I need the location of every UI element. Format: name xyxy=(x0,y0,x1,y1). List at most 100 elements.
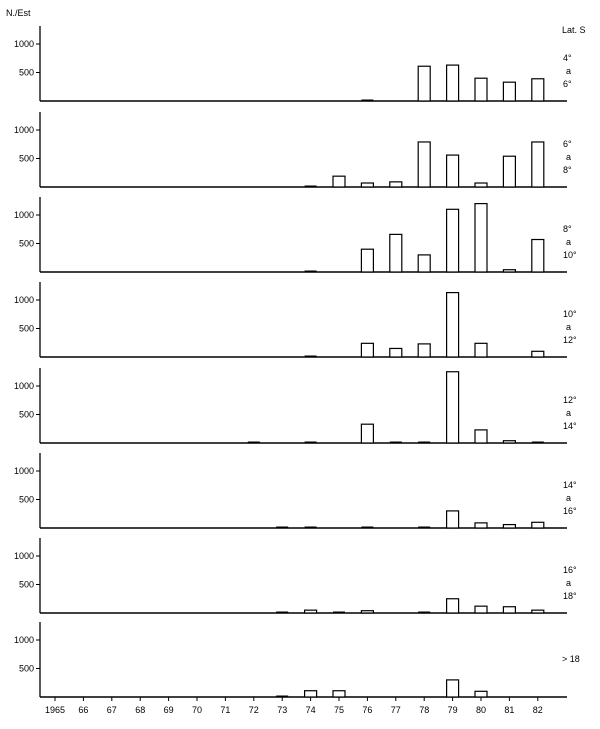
bar xyxy=(474,77,488,102)
bar xyxy=(417,343,431,358)
panel-label-connector: a xyxy=(566,408,571,418)
x-tick-label: 73 xyxy=(277,705,287,715)
bar xyxy=(446,598,460,614)
bar xyxy=(531,350,545,358)
x-tick-label: 77 xyxy=(391,705,401,715)
y-tick-label: 1000 xyxy=(14,635,34,645)
y-tick-label: 500 xyxy=(19,410,34,420)
bar xyxy=(360,342,374,358)
region-label: Lat. S xyxy=(562,25,586,35)
y-tick-label: 500 xyxy=(19,154,34,164)
panel-label-bottom: 14° xyxy=(563,421,577,431)
bar xyxy=(502,606,516,614)
x-tick-label: 79 xyxy=(448,705,458,715)
bar xyxy=(474,522,488,529)
x-tick-label: 75 xyxy=(334,705,344,715)
bar xyxy=(474,182,488,188)
bar xyxy=(389,347,403,358)
panel-label-bottom: 12° xyxy=(563,335,577,345)
bar-small xyxy=(389,441,402,443)
panel-label-connector: a xyxy=(566,493,571,503)
panel-label: > 18 xyxy=(562,654,580,664)
x-tick-label: 67 xyxy=(107,705,117,715)
bar xyxy=(531,78,545,102)
panel-label-top: 6° xyxy=(563,139,572,149)
y-tick-label: 500 xyxy=(19,324,34,334)
bar xyxy=(446,154,460,188)
x-tick-label: 76 xyxy=(362,705,372,715)
bar xyxy=(446,679,460,698)
bar-small xyxy=(418,526,431,528)
x-tick-label: 71 xyxy=(220,705,230,715)
bar xyxy=(304,690,318,698)
bar xyxy=(474,203,488,273)
bar xyxy=(474,342,488,358)
bar xyxy=(474,690,488,698)
y-tick-label: 1000 xyxy=(14,381,34,391)
x-tick-label: 72 xyxy=(249,705,259,715)
bar xyxy=(502,81,516,102)
panel-label-connector: a xyxy=(566,578,571,588)
y-tick-label: 1000 xyxy=(14,466,34,476)
bar-small xyxy=(304,441,317,443)
bar xyxy=(531,238,545,273)
bar xyxy=(417,254,431,273)
bar-small xyxy=(276,611,289,613)
bar xyxy=(417,65,431,102)
bar-small xyxy=(361,526,374,528)
x-tick-label: 78 xyxy=(419,705,429,715)
x-tick-label: 82 xyxy=(533,705,543,715)
y-axis-label: N./Est xyxy=(6,8,31,18)
y-tick-label: 1000 xyxy=(14,551,34,561)
panel-label-bottom: 8° xyxy=(563,165,572,175)
panel-label-top: 10° xyxy=(563,309,577,319)
bar xyxy=(360,610,374,614)
bar xyxy=(332,690,346,698)
panel-label-connector: a xyxy=(566,322,571,332)
bar xyxy=(446,371,460,444)
bar-small xyxy=(361,99,374,101)
bar xyxy=(502,155,516,188)
x-tick-label: 74 xyxy=(306,705,316,715)
bar xyxy=(360,182,374,188)
bar-small xyxy=(418,441,431,443)
y-tick-label: 500 xyxy=(19,664,34,674)
bar xyxy=(332,175,346,188)
y-tick-label: 1000 xyxy=(14,125,34,135)
panel-label-bottom: 10° xyxy=(563,250,577,260)
bar xyxy=(304,609,318,614)
x-tick-label: 66 xyxy=(78,705,88,715)
panel-label-bottom: 16° xyxy=(563,506,577,516)
y-tick-label: 1000 xyxy=(14,295,34,305)
bar xyxy=(360,423,374,444)
panel-label-connector: a xyxy=(566,237,571,247)
bar xyxy=(389,233,403,273)
x-tick-label: 81 xyxy=(504,705,514,715)
bar xyxy=(474,605,488,614)
panel-label-connector: a xyxy=(566,66,571,76)
bar xyxy=(446,64,460,102)
bar xyxy=(446,208,460,273)
panel-label-top: 14° xyxy=(563,480,577,490)
bar xyxy=(360,248,374,273)
bar-small xyxy=(276,695,289,697)
bar xyxy=(417,141,431,188)
y-tick-label: 500 xyxy=(19,68,34,78)
panel-label-bottom: 18° xyxy=(563,591,577,601)
bar xyxy=(502,269,516,273)
bar xyxy=(502,440,516,444)
bar xyxy=(474,429,488,444)
panel-label-top: 4° xyxy=(563,53,572,63)
bar-small xyxy=(304,185,317,187)
y-tick-label: 500 xyxy=(19,495,34,505)
bar xyxy=(531,521,545,529)
x-tick-label: 70 xyxy=(192,705,202,715)
panel-label-connector: a xyxy=(566,152,571,162)
panel-label-top: 12° xyxy=(563,395,577,405)
y-tick-label: 1000 xyxy=(14,39,34,49)
bar-small xyxy=(276,526,289,528)
x-tick-label: 68 xyxy=(135,705,145,715)
bar-small xyxy=(418,611,431,613)
